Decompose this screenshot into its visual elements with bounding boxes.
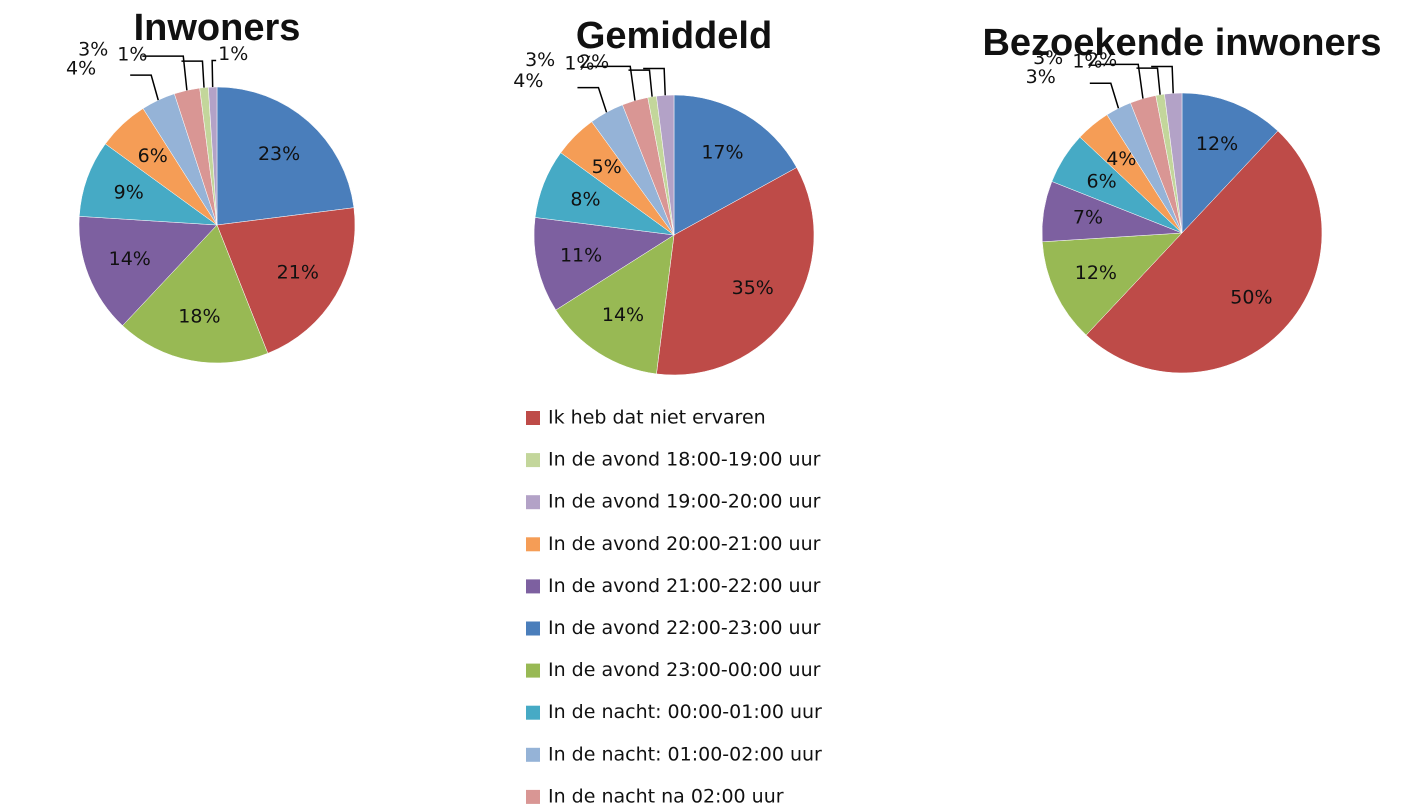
leader-line <box>1089 82 1120 109</box>
leader-line <box>643 67 666 96</box>
pie-slice <box>122 224 269 364</box>
data-label: 6% <box>138 145 168 167</box>
data-label: 17% <box>701 142 743 164</box>
data-label: 35% <box>732 277 774 299</box>
legend-label: Ik heb dat niet ervaren <box>548 407 766 429</box>
pie-slice <box>208 86 218 226</box>
pie-slice <box>216 207 356 354</box>
data-label: 12% <box>1196 133 1238 155</box>
pie-slice <box>1085 130 1323 374</box>
legend-swatch <box>526 411 540 425</box>
legend-swatch <box>526 747 540 762</box>
legend-swatch <box>526 663 540 678</box>
leader-line <box>1136 67 1161 95</box>
data-label: 21% <box>277 261 319 283</box>
data-label: 3% <box>525 49 555 71</box>
data-label: 1% <box>1072 51 1102 73</box>
legend-swatch <box>526 621 540 636</box>
pie-slice <box>533 217 675 311</box>
leader-line <box>142 55 188 91</box>
leader-line <box>1151 65 1174 94</box>
leader-line <box>1097 63 1144 99</box>
leader-line <box>181 60 205 88</box>
data-label: 2% <box>1087 49 1117 71</box>
data-label: 7% <box>1073 207 1103 229</box>
data-label: 4% <box>513 70 543 92</box>
legend-label: In de nacht na 02:00 uur <box>548 785 784 807</box>
legend-label: In de avond 20:00-21:00 uur <box>548 533 821 555</box>
legend-label: In de avond 18:00-19:00 uur <box>548 449 821 471</box>
chart-title: Bezoekende inwoners <box>982 22 1381 64</box>
pie-slice <box>673 94 798 236</box>
data-label: 2% <box>579 51 609 73</box>
chart-title: Inwoners <box>134 7 301 49</box>
data-label: 1% <box>218 43 248 65</box>
leader-line <box>589 65 636 101</box>
legend-swatch <box>526 579 540 594</box>
leader-line <box>628 69 653 97</box>
pie-slice <box>1181 92 1279 234</box>
pie-slice <box>216 86 355 226</box>
data-label: 11% <box>560 244 602 266</box>
data-label: 23% <box>258 143 300 165</box>
data-label: 1% <box>117 44 147 66</box>
data-label: 8% <box>570 188 600 210</box>
data-label: 50% <box>1230 287 1272 309</box>
pie-slice <box>1042 232 1183 336</box>
data-label: 6% <box>1087 170 1117 192</box>
data-label: 3% <box>78 39 108 61</box>
data-label: 4% <box>1106 148 1136 170</box>
data-label: 3% <box>1033 47 1063 69</box>
legend-swatch <box>526 453 540 468</box>
data-label: 1% <box>564 53 594 75</box>
legend-swatch <box>526 705 540 720</box>
legend-label: In de avond 19:00-20:00 uur <box>548 491 821 513</box>
data-label: 14% <box>109 248 151 270</box>
chart-title: Gemiddeld <box>576 15 772 57</box>
data-label: 4% <box>66 58 96 80</box>
leader-line <box>130 74 159 101</box>
legend-label: In de avond 23:00-00:00 uur <box>548 659 821 681</box>
leader-line <box>211 59 217 88</box>
data-label: 18% <box>178 306 220 328</box>
legend-label: In de nacht: 01:00-02:00 uur <box>548 743 822 765</box>
pie-slice <box>656 167 815 376</box>
legend-label: In de nacht: 00:00-01:00 uur <box>548 701 822 723</box>
legend-label: In de avond 21:00-22:00 uur <box>548 575 821 597</box>
legend-swatch <box>526 789 540 804</box>
legend-swatch <box>526 537 540 552</box>
leader-line <box>577 86 608 113</box>
data-label: 3% <box>1026 66 1056 88</box>
legend-label: In de avond 22:00-23:00 uur <box>548 617 821 639</box>
data-label: 12% <box>1075 262 1117 284</box>
data-label: 14% <box>602 304 644 326</box>
data-label: 5% <box>592 156 622 178</box>
pie-slice <box>78 216 218 326</box>
pie-slice <box>555 234 675 375</box>
legend-swatch <box>526 495 540 510</box>
data-label: 9% <box>114 182 144 204</box>
